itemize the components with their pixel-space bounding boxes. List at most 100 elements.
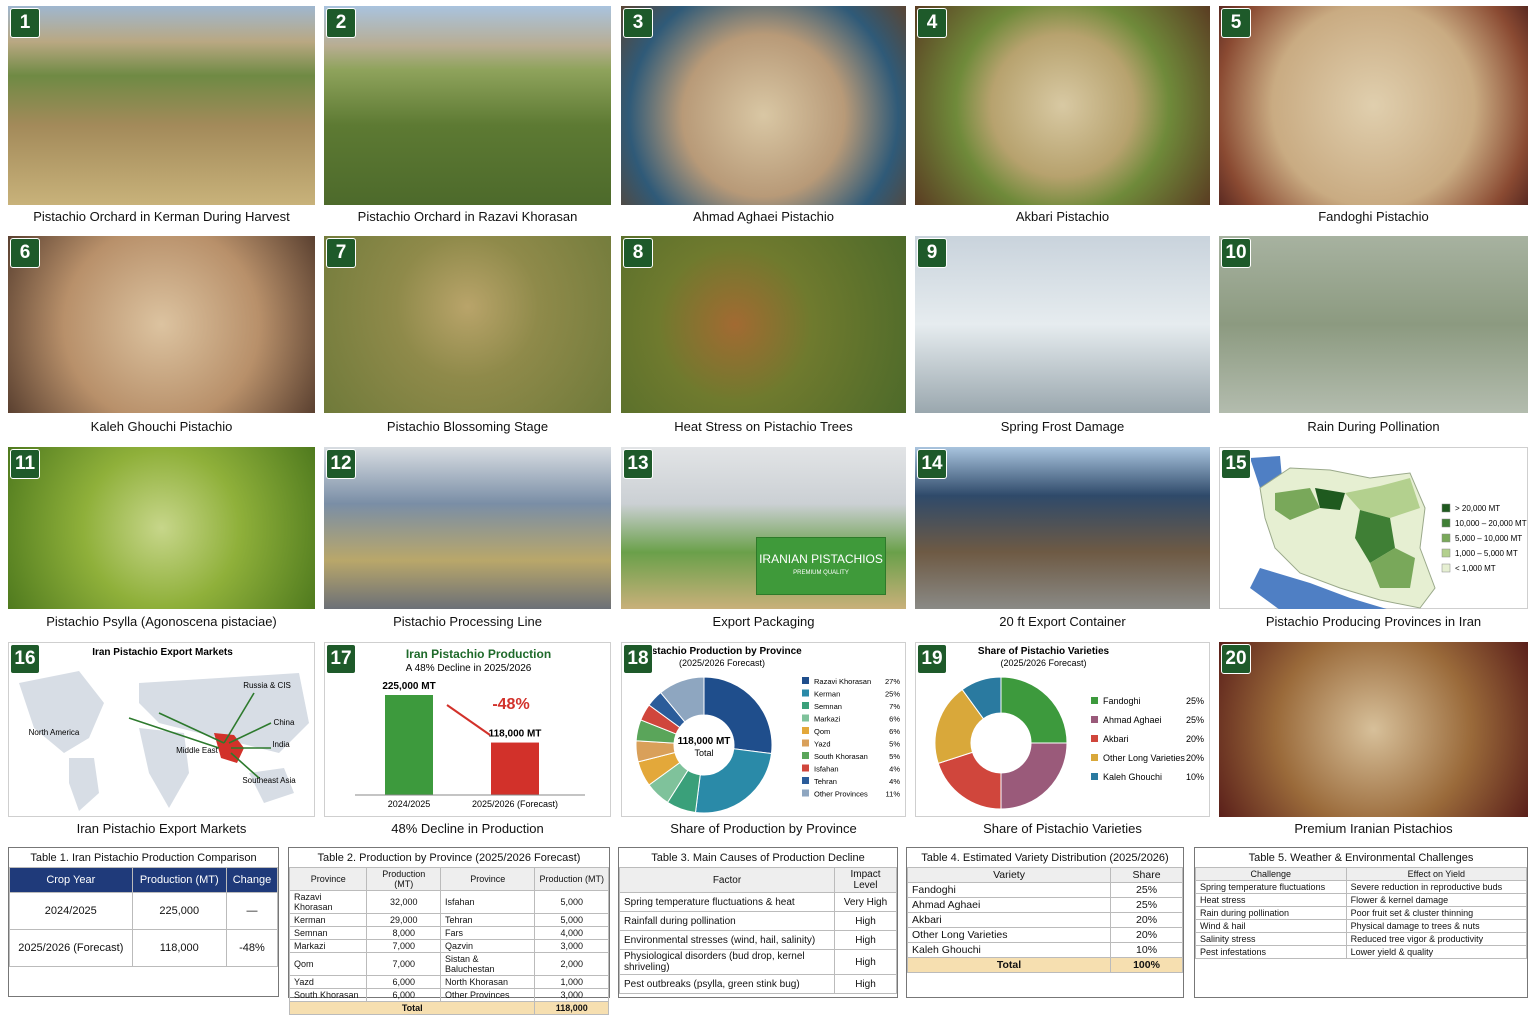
caption: Ahmad Aghaei Pistachio — [693, 209, 834, 224]
tile: 10 — [1219, 236, 1528, 413]
tile-number: 15 — [1221, 449, 1251, 479]
cell: 2025/2026 (Forecast) — [9, 929, 133, 967]
donut-segment — [659, 676, 705, 723]
legend-swatch — [802, 777, 809, 784]
legend-swatch — [1441, 503, 1451, 513]
province — [1345, 478, 1420, 518]
legend-value: 20% — [1186, 753, 1204, 763]
legend-value: 11% — [886, 790, 901, 799]
legend-label: 5,000 – 10,000 MT — [1455, 534, 1522, 543]
cell: Sistan & Baluchestan — [439, 952, 536, 976]
table-title: Table 3. Main Causes of Production Decli… — [651, 852, 865, 864]
cell: Ahmad Aghaei — [906, 897, 1112, 913]
photo — [621, 236, 906, 413]
chart: > 20,000 MT 10,000 – 20,000 MT 5,000 – 10,… — [1250, 456, 1527, 609]
cell: Razavi Khorasan — [288, 890, 368, 914]
row: Salinity stress Reduced tree vigor & prod… — [1195, 932, 1528, 946]
caption: Premium Iranian Pistachios — [1294, 821, 1453, 836]
photo — [1219, 6, 1528, 205]
table: Variety Share Fandoghi 25% Ahmad Aghaei 25% Ak… — [906, 867, 1183, 973]
legend-value: 5% — [889, 752, 900, 761]
photo — [8, 236, 315, 413]
table-title: Table 5. Weather & Environmental Challen… — [1248, 852, 1474, 864]
tile-number: 8 — [623, 238, 653, 268]
cell: Qazvin — [439, 939, 536, 953]
chart: Iran Pistachio Production A 48% Decline i… — [355, 647, 585, 809]
cell: 5,000 — [534, 890, 609, 914]
cell: 118,000 — [131, 929, 227, 967]
row: Akbari 20% — [906, 912, 1183, 928]
legend-label: 1,000 – 5,000 MT — [1455, 549, 1518, 558]
cell: 3,000 — [534, 939, 609, 953]
tile-number: 6 — [10, 238, 40, 268]
photo — [915, 236, 1210, 413]
cell: Fars — [439, 926, 536, 940]
chart-subtitle: (2025/2026 Forecast) — [1000, 658, 1086, 668]
legend-swatch — [1091, 773, 1098, 780]
caption: 20 ft Export Container — [999, 614, 1126, 629]
cell: High — [834, 911, 897, 931]
map-label: China — [274, 718, 295, 727]
tile-number: 20 — [1221, 644, 1251, 674]
legend-swatch — [1091, 754, 1098, 761]
row: 2025/2026 (Forecast) 118,000 -48% — [9, 929, 279, 967]
row: Markazi 7,000 Qazvin 3,000 — [288, 939, 609, 953]
tile: 12 — [324, 447, 611, 609]
cell: Severe reduction in reproductive buds — [1345, 880, 1528, 894]
cell: Physical damage to trees & nuts — [1345, 919, 1528, 933]
caption: Pistachio Processing Line — [393, 614, 542, 629]
package-label: IRANIAN PISTACHIOS PREMIUM QUALITY — [756, 537, 886, 595]
header-cell: Challenge — [1195, 867, 1347, 881]
cell: 25% — [1110, 897, 1183, 913]
cell: 4,000 — [534, 926, 609, 940]
tile: 14 — [915, 447, 1210, 609]
table-box: Table 2. Production by Province (2025/20… — [288, 847, 610, 1015]
cell: 29,000 — [366, 913, 441, 927]
legend-swatch — [1441, 548, 1451, 558]
donut-segment — [1000, 742, 1068, 810]
row: South Khorasan 6,000 Other Provinces 3,000 — [288, 988, 609, 1002]
export-arrow — [230, 752, 260, 779]
header-row: Factor Impact Level — [619, 867, 897, 893]
donut-segment — [1000, 676, 1068, 744]
caption: Akbari Pistachio — [1015, 209, 1110, 224]
cell: Poor fruit set & cluster thinning — [1345, 906, 1528, 920]
photo — [915, 6, 1210, 205]
legend-swatch — [802, 727, 809, 734]
cell: Very High — [834, 892, 897, 912]
row: Kerman 29,000 Tehran 5,000 — [288, 913, 609, 927]
caption: Share of Production by Province — [670, 821, 857, 836]
tile-number: 9 — [917, 238, 947, 268]
cell: Kaleh Ghouchi — [906, 942, 1112, 958]
legend-label: > 20,000 MT — [1455, 504, 1500, 513]
tile-number: 14 — [917, 449, 947, 479]
legend-value: 5% — [889, 740, 900, 749]
table-title: Table 2. Production by Province (2025/20… — [317, 852, 581, 864]
legend-swatch — [802, 764, 809, 772]
center-label: 118,000 MT — [678, 736, 731, 747]
cell: North Khorasan — [439, 975, 536, 989]
table-box: Table 3. Main Causes of Production Decli… — [618, 847, 898, 998]
table: Province Production (MT) Province Productio… — [288, 867, 609, 1015]
legend-label: Ahmad Aghaei — [1103, 715, 1162, 725]
row: Physiological disorders (bud drop, kerne… — [619, 949, 897, 975]
cell: Isfahan — [439, 890, 536, 914]
chart-box: Share of Pistachio Varieties (2025/2026 F… — [915, 642, 1210, 817]
caption: Pistachio Orchard in Kerman During Harve… — [33, 209, 290, 224]
tile: IRANIAN PISTACHIOS PREMIUM QUALITY 13 — [621, 447, 906, 609]
legend-value: 7% — [889, 702, 900, 711]
map-label: Southeast Asia — [242, 776, 296, 785]
category-label: 2024/2025 — [388, 799, 431, 809]
annotation: -48% — [492, 696, 529, 713]
cell: 2,000 — [534, 952, 609, 976]
cell: Rain during pollination — [1195, 906, 1347, 920]
legend-label: Isfahan — [814, 765, 839, 774]
legend-value: 20% — [1186, 734, 1204, 744]
cell: Yazd — [288, 975, 368, 989]
row: Semnan 8,000 Fars 4,000 — [288, 926, 609, 940]
total-cell: 100% — [1110, 957, 1183, 973]
photo — [324, 236, 611, 413]
legend-label: Other Provinces — [814, 790, 868, 799]
cell: 5,000 — [534, 913, 609, 927]
legend-swatch — [1091, 716, 1098, 723]
